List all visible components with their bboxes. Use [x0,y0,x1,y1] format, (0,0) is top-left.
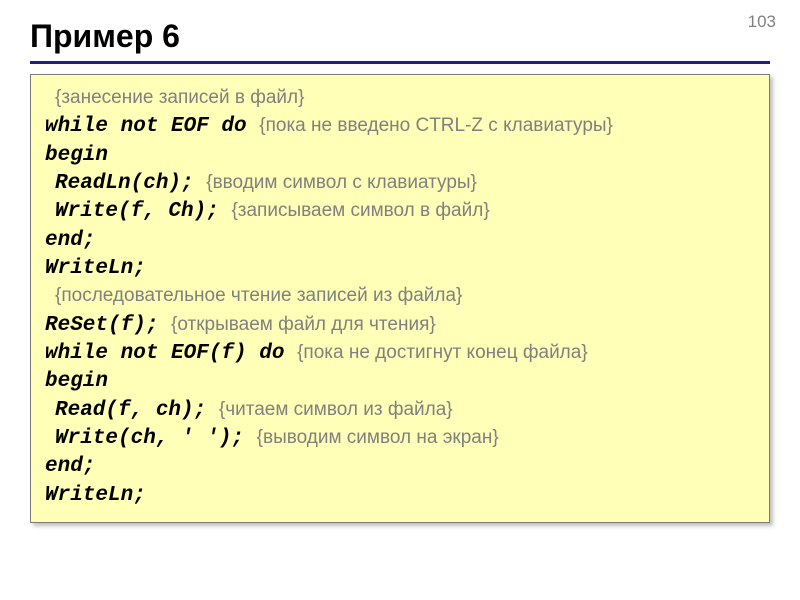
code-line: WriteLn; [45,255,755,283]
code-comment: {записываем символ в файл} [231,200,489,221]
code-line: Write(ch, ' '); {выводим символ на экран… [45,425,755,453]
spacer [247,115,260,138]
code-line: WriteLn; [45,482,755,510]
code-comment: {открываем файл для чтения} [171,314,436,335]
code-comment: {занесение записей в файл} [55,87,304,108]
code-line: ReSet(f); {открываем файл для чтения} [45,312,755,340]
code-comment: {пока не введено CTRL-Z с клавиатуры} [259,115,613,136]
spacer [219,200,232,223]
code-text: begin [45,370,108,393]
code-text: while not EOF(f) do [45,342,284,365]
code-comment: {пока не достигнут конец файла} [297,342,588,363]
code-line: {последовательное чтение записей из файл… [45,283,755,311]
code-line: Read(f, ch); {читаем символ из файла} [45,397,755,425]
code-line: end; [45,453,755,481]
spacer [158,314,171,337]
code-text: Write(ch, ' '); [55,427,244,450]
code-text: begin [45,144,108,167]
code-line: ReadLn(ch); {вводим символ с клавиатуры} [45,170,755,198]
code-comment: {вводим символ с клавиатуры} [206,172,477,193]
code-comment: {читаем символ из файла} [219,399,453,420]
code-line: {занесение записей в файл} [45,85,755,113]
code-text: Write(f, Ch); [55,200,219,223]
code-text: end; [45,229,95,252]
title-rule [30,61,770,64]
code-line: end; [45,227,755,255]
page-number: 103 [748,12,776,32]
spacer [244,427,257,450]
code-comment: {последовательное чтение записей из файл… [55,285,462,306]
code-text: WriteLn; [45,484,146,507]
spacer [194,172,207,195]
code-text: end; [45,455,95,478]
code-text: ReadLn(ch); [55,172,194,195]
code-box: {занесение записей в файл} while not EOF … [30,74,770,523]
code-line: Write(f, Ch); {записываем символ в файл} [45,198,755,226]
code-text: WriteLn; [45,257,146,280]
code-comment: {выводим символ на экран} [257,427,499,448]
code-line: while not EOF(f) do {пока не достигнут к… [45,340,755,368]
page-title: Пример 6 [30,18,770,55]
code-line: while not EOF do {пока не введено CTRL-Z… [45,113,755,141]
code-text: ReSet(f); [45,314,158,337]
code-line: begin [45,142,755,170]
code-text: Read(f, ch); [55,399,206,422]
spacer [284,342,297,365]
slide: 103 Пример 6 {занесение записей в файл} w… [0,0,800,600]
code-line: begin [45,368,755,396]
spacer [206,399,219,422]
code-text: while not EOF do [45,115,247,138]
